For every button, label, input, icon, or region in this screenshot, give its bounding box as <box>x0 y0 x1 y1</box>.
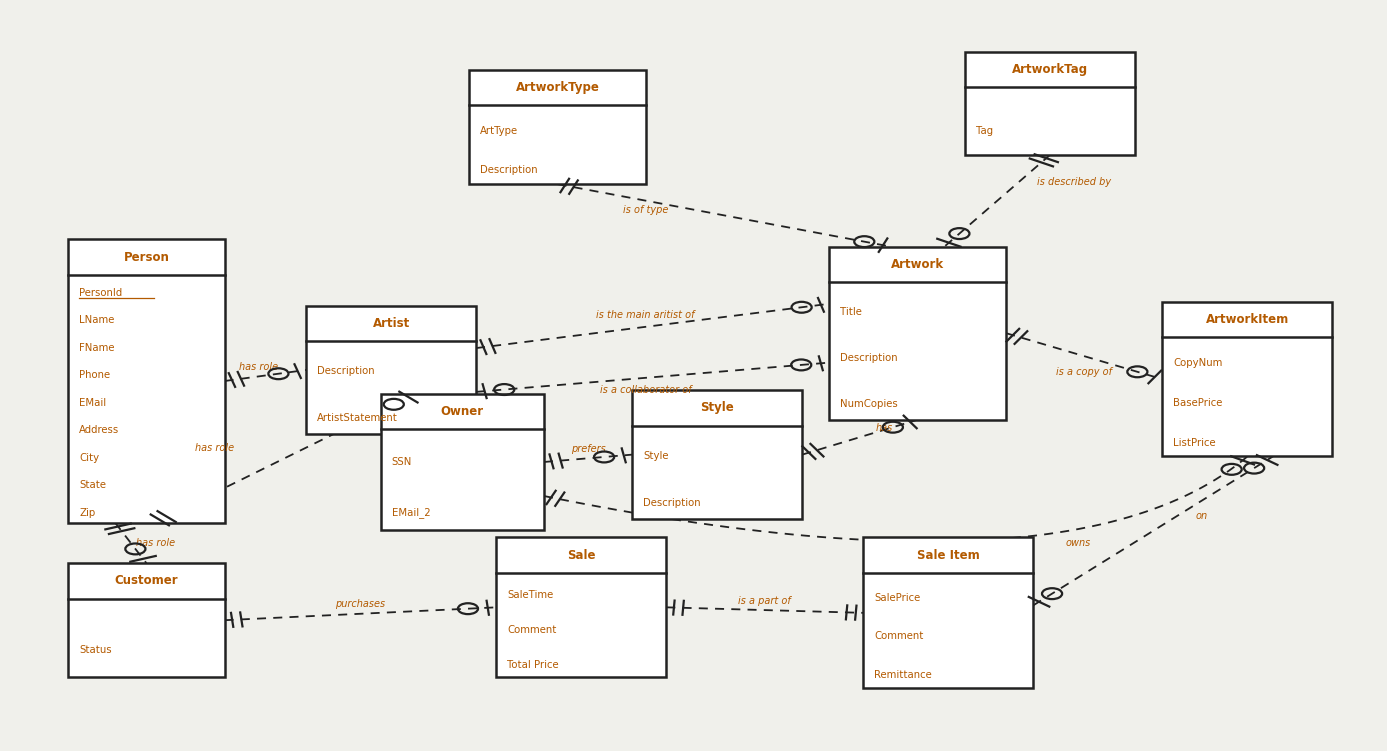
Text: is described by: is described by <box>1036 177 1111 187</box>
Text: ListPrice: ListPrice <box>1173 438 1216 448</box>
Text: Tag: Tag <box>976 126 993 136</box>
Bar <box>307 306 476 434</box>
Text: Status: Status <box>79 644 112 655</box>
Text: Style: Style <box>644 451 669 461</box>
Text: State: State <box>79 481 107 490</box>
Text: Person: Person <box>123 251 169 264</box>
Text: EMail: EMail <box>79 398 107 408</box>
Text: has role: has role <box>196 443 234 454</box>
Text: prefers: prefers <box>571 444 606 454</box>
Text: PersonId: PersonId <box>79 288 122 297</box>
Text: Address: Address <box>79 425 119 436</box>
Text: City: City <box>79 453 100 463</box>
Text: Owner: Owner <box>441 405 484 418</box>
Text: EMail_2: EMail_2 <box>391 507 430 518</box>
Bar <box>469 70 646 184</box>
Text: ArtistStatement: ArtistStatement <box>318 413 398 423</box>
Text: on: on <box>1196 511 1208 521</box>
Text: is a part of: is a part of <box>738 596 791 605</box>
Bar <box>863 538 1033 688</box>
Text: Description: Description <box>644 498 700 508</box>
Text: owns: owns <box>1065 538 1090 548</box>
Bar <box>68 240 225 523</box>
Text: is a copy of: is a copy of <box>1057 367 1112 377</box>
Text: Description: Description <box>318 366 374 376</box>
Bar <box>1162 302 1333 457</box>
Text: ArtworkTag: ArtworkTag <box>1013 63 1089 76</box>
Text: Comment: Comment <box>874 632 924 641</box>
Bar <box>497 538 666 677</box>
Text: Style: Style <box>700 401 734 415</box>
Text: Customer: Customer <box>115 575 178 587</box>
Text: Sale: Sale <box>567 548 595 562</box>
Bar <box>829 246 1006 420</box>
Text: Artist: Artist <box>373 317 409 330</box>
Text: is a collaborator of: is a collaborator of <box>599 385 692 394</box>
Text: SSN: SSN <box>391 457 412 467</box>
Text: FName: FName <box>79 342 115 353</box>
Text: Total Price: Total Price <box>508 660 559 670</box>
Text: purchases: purchases <box>336 599 386 609</box>
Text: Zip: Zip <box>79 508 96 518</box>
Text: CopyNum: CopyNum <box>1173 358 1223 368</box>
Text: LName: LName <box>79 315 115 325</box>
Text: is of type: is of type <box>623 205 669 215</box>
Text: ArtworkItem: ArtworkItem <box>1205 313 1289 326</box>
Text: Description: Description <box>480 165 538 176</box>
Text: SaleTime: SaleTime <box>508 590 553 600</box>
Bar <box>632 391 802 519</box>
Text: Phone: Phone <box>79 370 110 380</box>
Text: ArtType: ArtType <box>480 126 519 136</box>
Text: ArtworkType: ArtworkType <box>516 81 599 94</box>
Text: Artwork: Artwork <box>892 258 945 271</box>
Text: Comment: Comment <box>508 626 556 635</box>
Text: Description: Description <box>841 353 897 363</box>
Bar <box>68 563 225 677</box>
Text: has role: has role <box>239 362 279 372</box>
Text: NumCopies: NumCopies <box>841 399 897 409</box>
Text: Sale Item: Sale Item <box>917 548 979 562</box>
Bar <box>965 52 1135 155</box>
Text: BasePrice: BasePrice <box>1173 398 1223 408</box>
Text: has: has <box>875 423 893 433</box>
Text: Remittance: Remittance <box>874 670 932 680</box>
Text: SalePrice: SalePrice <box>874 593 921 603</box>
Bar <box>381 394 544 530</box>
Text: has role: has role <box>136 538 175 548</box>
Text: is the main aritist of: is the main aritist of <box>596 310 695 320</box>
Text: Title: Title <box>841 307 863 317</box>
